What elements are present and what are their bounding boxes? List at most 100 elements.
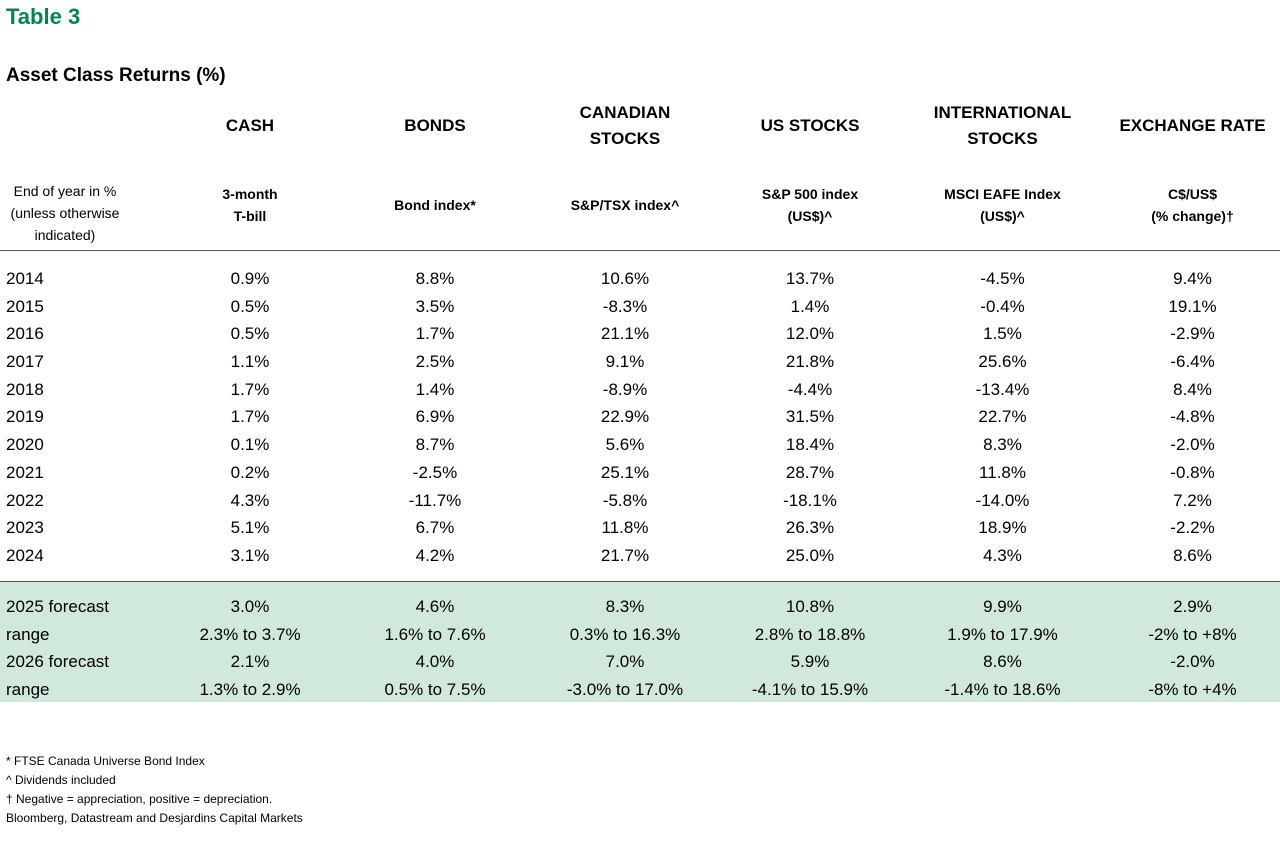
table-cell: 1.6% to 7.6%	[384, 624, 486, 644]
table-row: 2022 4.3% -11.7% -5.8% -18.1% -14.0% 7.2%	[0, 487, 1280, 515]
table-cell: -14.0%	[975, 490, 1030, 510]
forecast-band: 2025 forecast 3.0% 4.6% 8.3% 10.8% 9.9% 2.9% ra…	[0, 582, 1280, 702]
table-row: 2018 1.7% 1.4% -8.9% -4.4% -13.4% 8.4%	[0, 376, 1280, 404]
table-cell: 7.2%	[1173, 490, 1212, 510]
row-label-header: End of year in % (unless otherwise indic…	[10, 183, 120, 243]
row-label: 2020	[6, 435, 44, 455]
subheader-canadian-stocks: S&P/TSX index^	[570, 197, 680, 213]
table-cell: 10.8%	[785, 597, 835, 616]
table-cell: -2.2%	[1170, 518, 1215, 538]
table-row: 2019 1.7% 6.9% 22.9% 31.5% 22.7% -4.8%	[0, 403, 1280, 431]
table-row: 2015 0.5% 3.5% -8.3% 1.4% -0.4% 19.1%	[0, 293, 1280, 321]
table-cell: 22.9%	[600, 407, 650, 427]
column-header-exchange-rate: EXCHANGE RATE	[1119, 116, 1266, 135]
table-cell: 1.3% to 2.9%	[199, 680, 301, 700]
table-cell: 2.8% to 18.8%	[754, 624, 866, 644]
table-cell: -11.7%	[408, 490, 462, 510]
subheader-international-stocks: MSCI EAFE Index (US$)^	[944, 186, 1061, 224]
table-cell: -1.4% to 18.6%	[944, 680, 1061, 700]
table-cell: 0.5% to 7.5%	[384, 680, 486, 700]
table-row: 2014 0.9% 8.8% 10.6% 13.7% -4.5% 9.4%	[0, 265, 1280, 293]
table-cell: 2.9%	[1173, 597, 1212, 616]
table-cell: 0.5%	[230, 324, 270, 344]
table-cell: 31.5%	[785, 407, 835, 427]
table-cell: -18.1%	[783, 490, 837, 510]
row-label: 2016	[6, 324, 44, 344]
row-label: range	[6, 624, 50, 644]
table-cell: 1.4%	[790, 296, 830, 316]
forecast-divider	[0, 581, 1280, 582]
table-row: 2024 3.1% 4.2% 21.7% 25.0% 4.3% 8.6%	[0, 542, 1280, 570]
table-cell: 6.7%	[415, 518, 455, 538]
table-cell: -8% to +4%	[1148, 680, 1237, 700]
table-cell: 1.7%	[230, 407, 270, 427]
table-cell: -2.9%	[1170, 324, 1215, 344]
table-cell: 13.7%	[785, 269, 835, 288]
table-cell: 2.1%	[230, 652, 270, 672]
table-cell: 2.3% to 3.7%	[199, 624, 301, 644]
history-table-body: 2014 0.9% 8.8% 10.6% 13.7% -4.5% 9.4% 2015 0.5% 3…	[0, 265, 1280, 570]
table-cell: 1.5%	[983, 324, 1022, 344]
subheader-bonds: Bond index*	[394, 197, 476, 213]
row-label: range	[6, 680, 50, 700]
table-cell: -0.8%	[1170, 462, 1215, 482]
table-cell: -2% to +8%	[1148, 624, 1237, 644]
table-cell: 4.3%	[230, 490, 270, 510]
table-row: range 1.3% to 2.9% 0.5% to 7.5% -3.0% to 17…	[0, 676, 1280, 704]
table-cell: 1.9% to 17.9%	[947, 624, 1058, 644]
table-cell: 25.6%	[978, 352, 1027, 372]
table-cell: 8.6%	[983, 652, 1022, 672]
row-label: 2018	[6, 379, 44, 399]
table-cell: 0.3% to 16.3%	[569, 624, 681, 644]
row-label: 2015	[6, 296, 44, 316]
table-cell: -2.0%	[1170, 652, 1215, 672]
table-row: 2020 0.1% 8.7% 5.6% 18.4% 8.3% -2.0%	[0, 431, 1280, 459]
forecast-table-body: 2025 forecast 3.0% 4.6% 8.3% 10.8% 9.9% 2.9% ra…	[0, 593, 1280, 704]
footnotes: * FTSE Canada Universe Bond Index ^ Divi…	[6, 752, 303, 828]
column-header-bonds: BONDS	[404, 116, 466, 135]
column-header-us-stocks: US STOCKS	[760, 116, 860, 135]
table-cell: 4.6%	[415, 597, 455, 616]
table-cell: 5.9%	[790, 652, 830, 672]
table-cell: -4.1% to 15.9%	[751, 680, 869, 700]
row-label: 2021	[6, 462, 44, 482]
row-label: 2025 forecast	[6, 597, 110, 616]
table-subtitle: Asset Class Returns (%)	[6, 65, 226, 86]
table-cell: 21.7%	[600, 545, 650, 565]
table-cell: 25.1%	[600, 462, 650, 482]
table-cell: 5.6%	[605, 435, 645, 455]
table-cell: -5.8%	[602, 490, 648, 510]
table-cell: -4.4%	[787, 379, 833, 399]
table-cell: 18.4%	[785, 435, 835, 455]
table-cell: 9.9%	[983, 597, 1022, 616]
page-title: Table 3	[6, 4, 81, 29]
table-cell: 3.1%	[230, 545, 270, 565]
table-cell: 10.6%	[600, 269, 650, 288]
table-cell: 0.5%	[230, 296, 270, 316]
table-cell: 1.7%	[415, 324, 455, 344]
row-label: 2017	[6, 352, 44, 372]
table-cell: 1.7%	[230, 379, 270, 399]
table-cell: 4.3%	[983, 545, 1022, 565]
table-cell: 5.1%	[230, 518, 270, 538]
table-cell: 0.2%	[230, 462, 270, 482]
table-cell: 9.1%	[605, 352, 645, 372]
table-cell: 22.7%	[978, 407, 1027, 427]
subheader-us-stocks: S&P 500 index (US$)^	[761, 186, 859, 224]
table-row: 2023 5.1% 6.7% 11.8% 26.3% 18.9% -2.2%	[0, 514, 1280, 542]
table-cell: -8.3%	[602, 296, 648, 316]
table-cell: 11.8%	[979, 462, 1026, 482]
table-row: 2021 0.2% -2.5% 25.1% 28.7% 11.8% -0.8%	[0, 459, 1280, 487]
table-cell: 3.0%	[230, 597, 270, 616]
table-cell: -3.0% to 17.0%	[566, 680, 684, 700]
table-cell: -2.0%	[1170, 435, 1215, 455]
table-cell: 2.5%	[415, 352, 455, 372]
table-cell: 26.3%	[785, 518, 835, 538]
table-cell: -4.8%	[1170, 407, 1215, 427]
table-row: 2016 0.5% 1.7% 21.1% 12.0% 1.5% -2.9%	[0, 320, 1280, 348]
table-cell: 4.2%	[415, 545, 455, 565]
table-row: range 2.3% to 3.7% 1.6% to 7.6% 0.3% to 16.…	[0, 621, 1280, 649]
table-cell: 0.1%	[230, 435, 270, 455]
table-cell: 8.6%	[1173, 545, 1212, 565]
table-cell: 8.7%	[415, 435, 455, 455]
